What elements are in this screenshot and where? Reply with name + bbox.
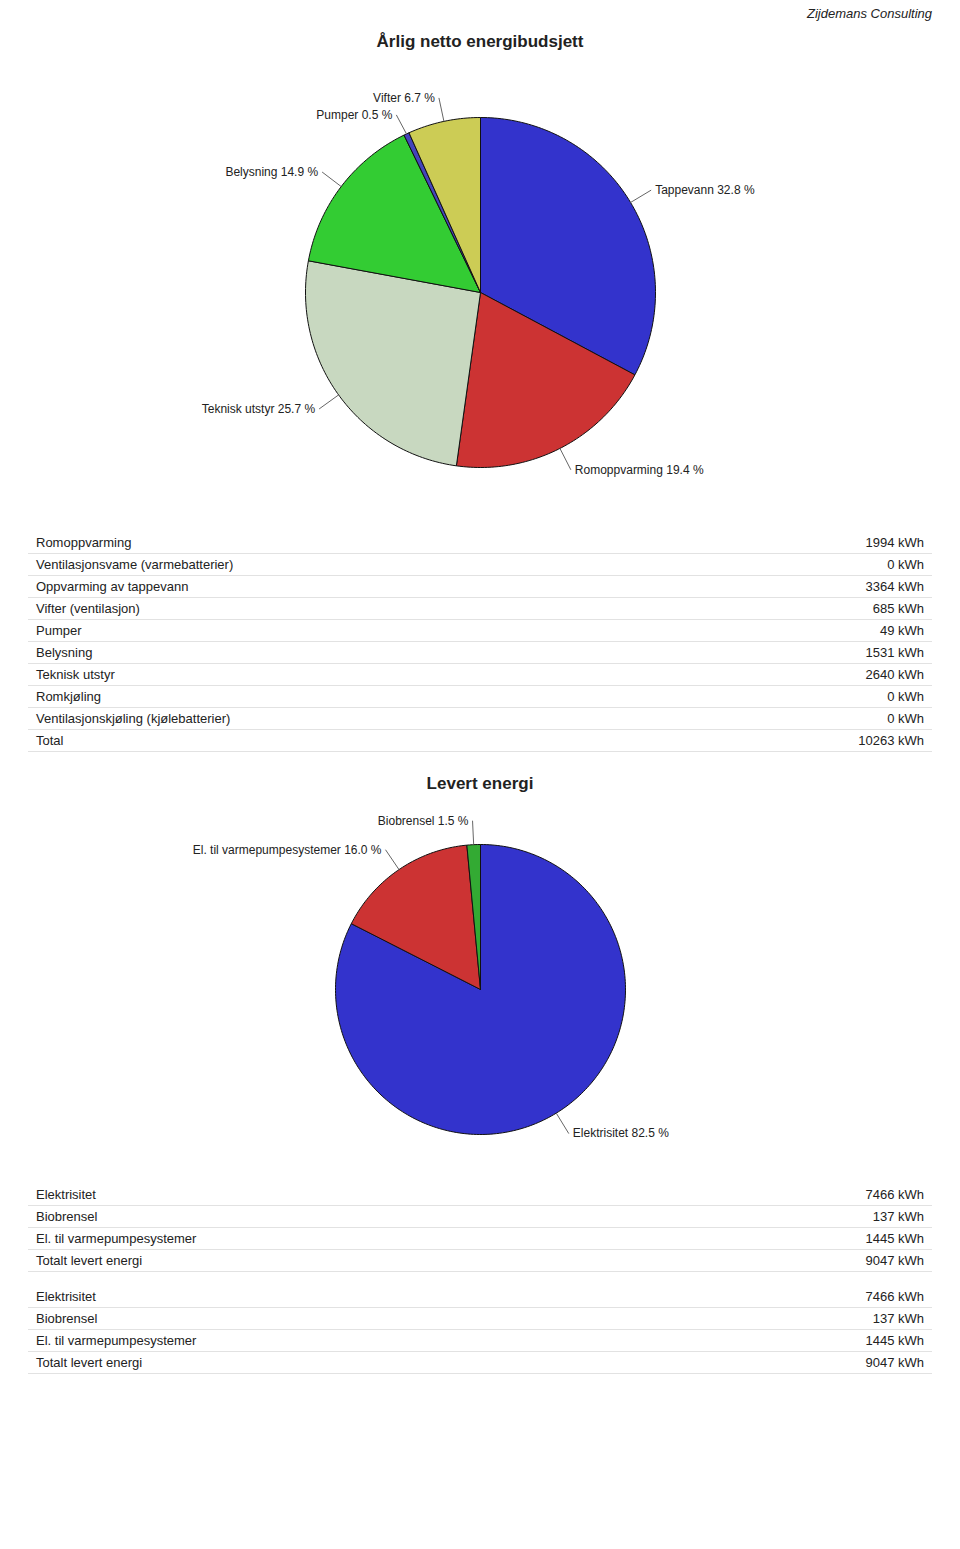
html-text:1445 kWh: 1445 kWh	[865, 1231, 924, 1246]
html-text:685 kWh: 685 kWh	[872, 601, 924, 616]
html-text:Romkjøling: Romkjøling	[36, 689, 101, 704]
svg-text:El. til varmepumpesystemer 16.: El. til varmepumpesystemer 16.0 %	[193, 843, 382, 857]
html-text:Biobrensel: Biobrensel	[36, 1209, 98, 1224]
svg-text:Teknisk utstyr 25.7 %: Teknisk utstyr 25.7 %	[202, 402, 316, 416]
html-text:Ventilasjonskjøling (kjølebatt: Ventilasjonskjøling (kjølebatterier)	[36, 711, 231, 726]
svg-text:Romoppvarming 19.4 %: Romoppvarming 19.4 %	[575, 463, 704, 477]
html-text:7466 kWh: 7466 kWh	[865, 1187, 924, 1202]
html-text:Pumper: Pumper	[36, 623, 82, 638]
html-text:Totalt levert energi: Totalt levert energi	[36, 1355, 143, 1370]
svg-text:Pumper 0.5 %: Pumper 0.5 %	[316, 108, 392, 122]
html-text:1445 kWh: 1445 kWh	[865, 1333, 924, 1348]
html-text:Ventilasjonsvame (varmebatteri: Ventilasjonsvame (varmebatterier)	[36, 557, 234, 572]
svg-text:Biobrensel 1.5 %: Biobrensel 1.5 %	[378, 814, 469, 828]
html-text:2640 kWh: 2640 kWh	[865, 667, 924, 682]
html-text:137 kWh: 137 kWh	[872, 1311, 924, 1326]
html-text:0 kWh: 0 kWh	[887, 557, 924, 572]
html-text:137 kWh: 137 kWh	[872, 1209, 924, 1224]
html-text:10263 kWh: 10263 kWh	[858, 733, 924, 748]
html-text:9047 kWh: 9047 kWh	[865, 1253, 924, 1268]
html-text:7466 kWh: 7466 kWh	[865, 1289, 924, 1304]
html-text:Levert energi: Levert energi	[426, 774, 534, 793]
svg-text:Elektrisitet 82.5 %: Elektrisitet 82.5 %	[573, 1126, 669, 1140]
html-text:1531 kWh: 1531 kWh	[865, 645, 924, 660]
html-text:El. til varmepumpesystemer: El. til varmepumpesystemer	[36, 1231, 197, 1246]
svg-text:Tappevann 32.8 %: Tappevann 32.8 %	[655, 183, 755, 197]
html-text:9047 kWh: 9047 kWh	[865, 1355, 924, 1370]
html-text:1994 kWh: 1994 kWh	[865, 535, 924, 550]
html-text:0 kWh: 0 kWh	[887, 711, 924, 726]
html-text:0 kWh: 0 kWh	[887, 689, 924, 704]
html-text:Belysning: Belysning	[36, 645, 93, 660]
svg-text:Vifter 6.7 %: Vifter 6.7 %	[373, 91, 435, 105]
html-text:3364 kWh: 3364 kWh	[865, 579, 924, 594]
html-text:Teknisk utstyr: Teknisk utstyr	[36, 667, 115, 682]
html-text:49 kWh: 49 kWh	[879, 623, 924, 638]
html-text:Oppvarming av tappevann: Oppvarming av tappevann	[36, 579, 189, 594]
html-text:Årlig netto energibudsjett: Årlig netto energibudsjett	[376, 32, 584, 51]
html-text:Zijdemans Consulting: Zijdemans Consulting	[807, 6, 932, 21]
html-text:Elektrisitet: Elektrisitet	[36, 1289, 96, 1304]
html-text:Romoppvarming: Romoppvarming	[36, 535, 132, 550]
html-text:Elektrisitet: Elektrisitet	[36, 1187, 96, 1202]
html-text:Total: Total	[36, 733, 64, 748]
html-text:El. til varmepumpesystemer: El. til varmepumpesystemer	[36, 1333, 197, 1348]
html-text:Totalt levert energi: Totalt levert energi	[36, 1253, 143, 1268]
html-text:Vifter (ventilasjon): Vifter (ventilasjon)	[36, 601, 140, 616]
html-text:Biobrensel: Biobrensel	[36, 1311, 98, 1326]
svg-text:Belysning 14.9 %: Belysning 14.9 %	[225, 165, 318, 179]
